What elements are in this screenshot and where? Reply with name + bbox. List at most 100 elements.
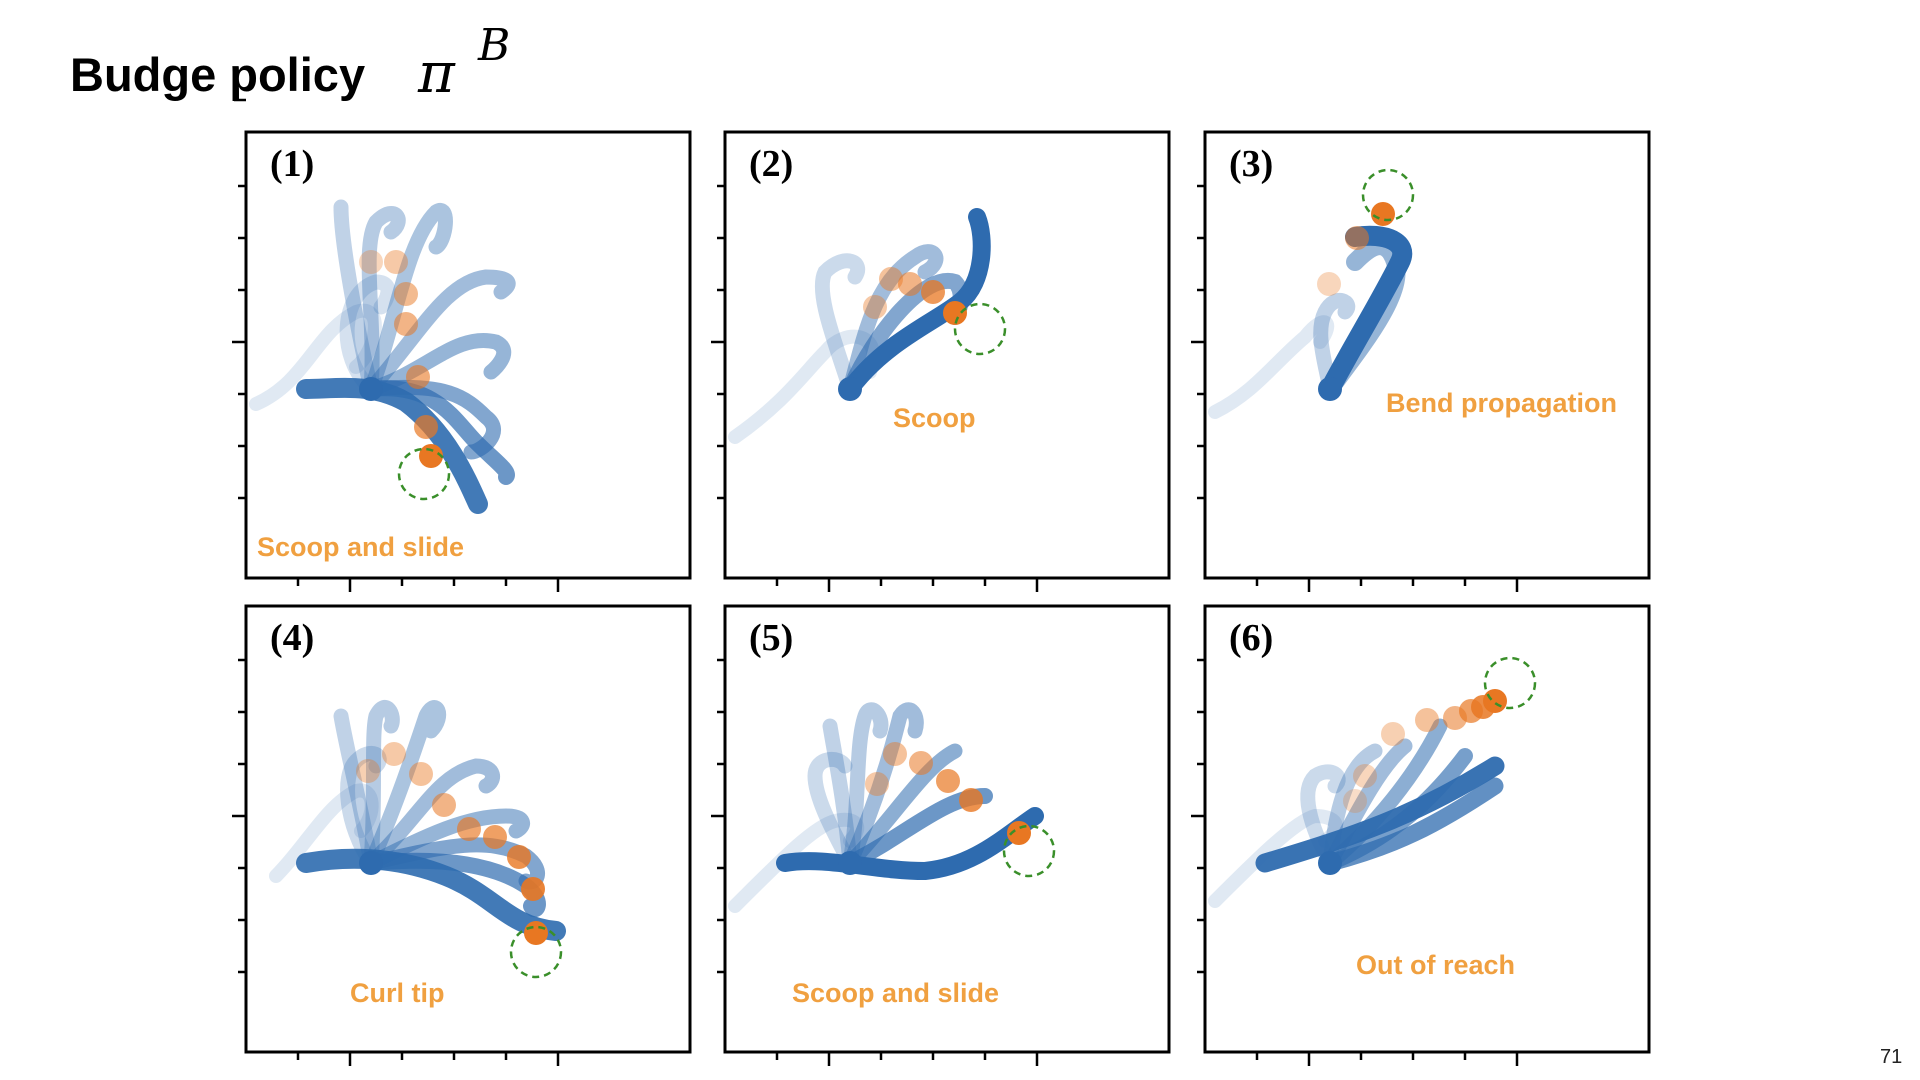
arm-strand	[1255, 756, 1505, 873]
tip-marker	[414, 415, 438, 439]
arm-strands	[728, 208, 991, 444]
arm-strand	[1208, 808, 1343, 908]
tip-marker	[419, 444, 443, 468]
arm-strand	[363, 700, 447, 871]
page-number: 71	[1880, 1046, 1902, 1068]
panel-5: (5) Scoop and slide	[711, 604, 1171, 1066]
panel-frame	[1203, 130, 1651, 580]
tip-marker	[457, 817, 481, 841]
panel-6: (6) Out of reach	[1191, 604, 1651, 1066]
arm-strand	[333, 708, 379, 871]
policy-superscript: B	[477, 20, 510, 71]
arm-strand	[842, 244, 944, 397]
tip-markers	[863, 267, 967, 325]
panel-2: (2) Scoop	[711, 130, 1171, 592]
tip-markers	[356, 742, 548, 945]
arm-base	[1318, 377, 1342, 401]
arm-strand	[249, 303, 382, 411]
panel-caption: Scoop and slide	[792, 978, 999, 1008]
panel-label: (1)	[270, 143, 314, 185]
arm-strand	[822, 718, 858, 871]
goal-circle	[1002, 824, 1056, 878]
arm-strand	[296, 848, 566, 941]
arm-strand	[1321, 777, 1504, 872]
arm-strand	[363, 700, 400, 871]
axis-ticks	[711, 658, 1039, 1066]
arm-strands	[728, 702, 1044, 913]
arm-strand	[363, 758, 500, 871]
panel-label: (3)	[1229, 143, 1273, 185]
arm-base	[838, 851, 862, 875]
arm-strand	[333, 199, 379, 397]
panel-label: (4)	[270, 617, 314, 659]
panel-frame	[244, 604, 692, 1054]
tip-marker	[356, 759, 380, 783]
tip-marker	[483, 825, 507, 849]
arm-base	[838, 377, 862, 401]
arm-strands	[1208, 718, 1505, 908]
axis-ticks	[711, 184, 1039, 592]
policy-symbol: π	[417, 41, 456, 106]
tip-marker	[394, 312, 418, 336]
panel-1: (1) Scoop and slide	[232, 98, 692, 592]
arm-strand	[363, 269, 516, 397]
arm-strand	[776, 807, 1044, 881]
tip-marker	[879, 267, 903, 291]
tip-marker	[359, 250, 383, 274]
panel-caption: Scoop	[893, 403, 976, 433]
tip-marker	[865, 772, 889, 796]
tip-markers	[359, 250, 443, 468]
tip-marker	[959, 788, 983, 812]
arm-strands	[1208, 225, 1413, 419]
tip-marker	[524, 921, 548, 945]
arm-strand	[363, 202, 453, 397]
arm-base	[359, 851, 383, 875]
slide-title: Budge policy	[70, 48, 365, 101]
panel-caption: Scoop and slide	[257, 532, 464, 562]
tip-marker	[943, 301, 967, 325]
tip-marker	[1483, 689, 1507, 713]
tip-marker	[432, 793, 456, 817]
tip-marker	[1381, 722, 1405, 746]
goal-circle	[953, 302, 1007, 356]
arm-strand	[1300, 764, 1346, 871]
tip-marker	[1353, 764, 1377, 788]
tip-marker	[521, 877, 545, 901]
axis-ticks	[1191, 658, 1519, 1066]
tip-marker	[1345, 226, 1369, 250]
tip-marker	[507, 845, 531, 869]
arm-base	[359, 377, 383, 401]
goal-circle	[509, 925, 563, 979]
panel-frame	[244, 130, 692, 580]
tip-markers	[865, 742, 1031, 845]
tip-marker	[883, 742, 907, 766]
goal-circle	[1483, 656, 1537, 710]
panel-label: (6)	[1229, 617, 1273, 659]
tip-marker	[1317, 272, 1341, 296]
tip-marker	[394, 282, 418, 306]
arm-strands	[269, 700, 566, 941]
tip-marker	[409, 762, 433, 786]
axis-ticks	[1191, 184, 1519, 592]
arm-strand	[361, 206, 406, 397]
arm-strand	[807, 752, 858, 871]
arm-strand	[340, 745, 387, 871]
arm-strand	[814, 253, 866, 397]
arm-strand	[1208, 315, 1335, 419]
arm-strands	[249, 199, 516, 514]
arm-strand	[363, 380, 515, 485]
arm-strand	[339, 274, 396, 397]
arm-strand	[842, 702, 889, 871]
tip-marker	[1343, 789, 1367, 813]
arm-strand	[728, 812, 865, 913]
arm-strand	[1313, 293, 1355, 397]
tip-marker	[936, 769, 960, 793]
tip-marker	[921, 280, 945, 304]
axis-ticks	[232, 658, 560, 1066]
tip-marker	[1371, 202, 1395, 226]
tip-marker	[406, 365, 430, 389]
panel-caption: Curl tip	[350, 978, 445, 1008]
arm-strand	[1320, 225, 1413, 399]
arm-strand	[296, 377, 488, 514]
